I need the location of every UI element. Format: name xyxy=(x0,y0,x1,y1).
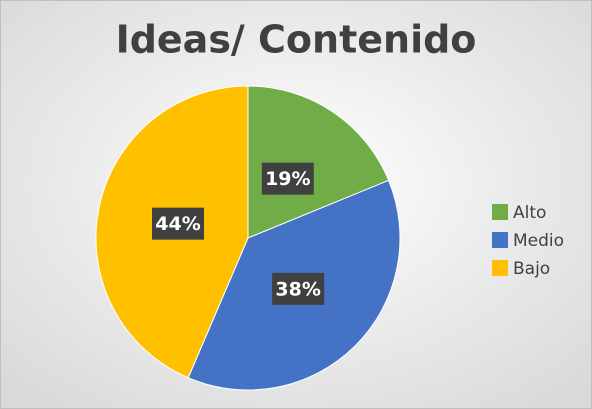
legend-label: Medio xyxy=(513,231,564,251)
legend-swatch xyxy=(492,204,508,220)
data-label: 44% xyxy=(155,213,200,235)
legend-label: Alto xyxy=(513,203,546,223)
data-label: 38% xyxy=(275,278,320,300)
legend-swatch xyxy=(492,260,508,276)
legend-swatch xyxy=(492,232,508,248)
legend-label: Bajo xyxy=(513,259,550,279)
data-label-box xyxy=(272,272,325,305)
pie-slice xyxy=(247,85,390,239)
data-label-box xyxy=(261,162,314,195)
data-label: 19% xyxy=(265,168,310,190)
chart-title: Ideas/ Contenido xyxy=(116,18,477,62)
data-label-box xyxy=(152,207,205,240)
